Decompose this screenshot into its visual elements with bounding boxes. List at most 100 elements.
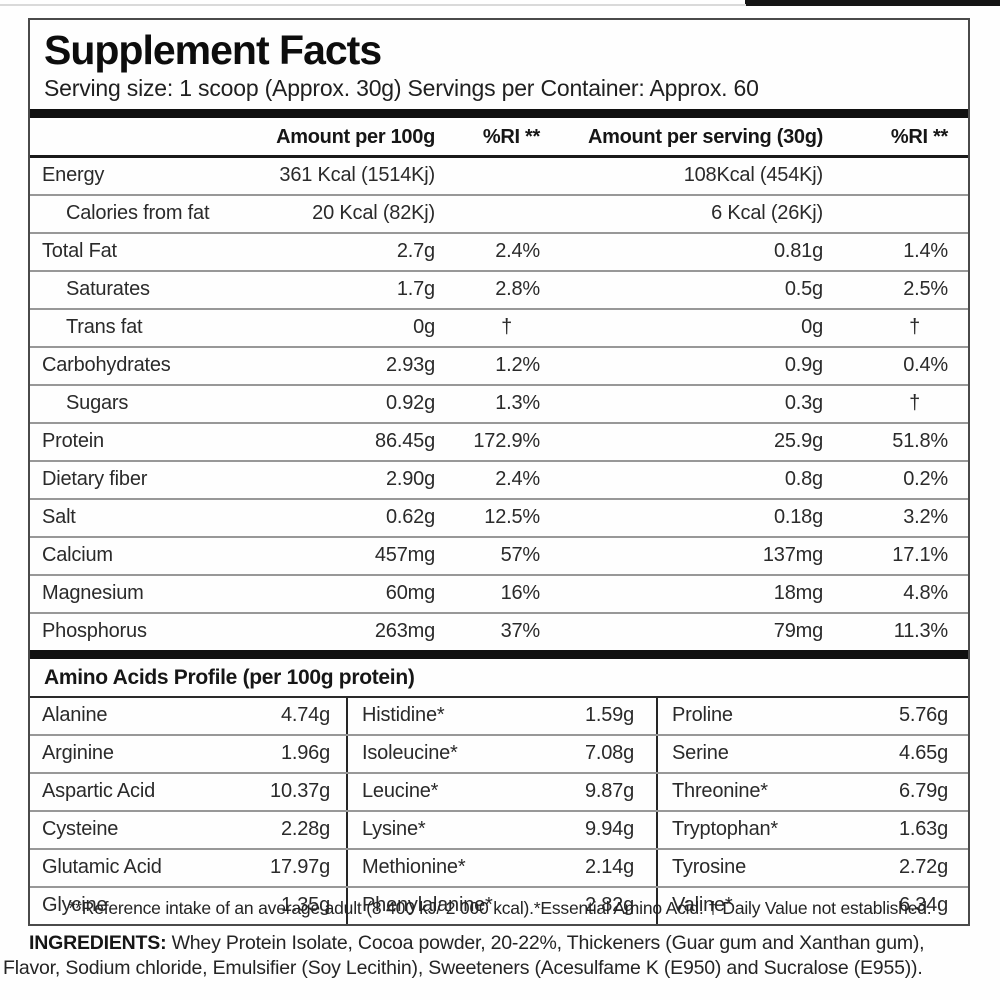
- amino-value: 2.14g: [534, 850, 658, 887]
- amino-value: 4.74g: [215, 698, 348, 735]
- column-header-ri-100g: %RI **: [482, 126, 540, 149]
- amino-name: Methionine*: [362, 856, 466, 879]
- ingredients-text: Whey Protein Isolate, Cocoa powder, 20-2…: [3, 932, 925, 980]
- amino-name: Histidine*: [362, 704, 445, 727]
- nutrient-amount-serving: 6 Kcal (26Kj): [711, 202, 823, 225]
- nutrient-amount-serving: 0g: [801, 316, 823, 339]
- nutrient-row: Calories from fat 20 Kcal (82Kj) 6 Kcal …: [30, 194, 968, 232]
- page-title: Supplement Facts: [44, 27, 382, 73]
- nutrient-amount-serving: 108Kcal (454Kj): [683, 164, 824, 187]
- nutrient-amount-100g: 0.62g: [385, 506, 435, 529]
- nutrient-name: Saturates: [66, 278, 150, 301]
- amino-row: Glutamic Acid 17.97g Methionine* 2.14g T…: [30, 848, 968, 887]
- nutrient-row: Sugars 0.92g 1.3% 0.3g †: [30, 384, 968, 422]
- amino-name: Serine: [672, 742, 729, 765]
- nutrient-amount-100g: 1.7g: [396, 278, 435, 301]
- amino-value: 2.82g: [534, 888, 658, 925]
- amino-value: 1.59g: [534, 698, 658, 735]
- amino-acids-table: Alanine 4.74g Histidine* 1.59g Proline 5…: [30, 696, 968, 925]
- top-crop-bar: [745, 0, 1000, 6]
- nutrient-amount-serving: 25.9g: [773, 430, 823, 453]
- nutrient-ri-100g: 57%: [500, 544, 541, 567]
- nutrient-ri-100g: 12.5%: [484, 506, 540, 529]
- nutrient-ri-100g: 2.4%: [495, 240, 540, 263]
- amino-name: Lysine*: [362, 818, 426, 841]
- nutrient-row: Dietary fiber 2.90g 2.4% 0.8g 0.2%: [30, 460, 968, 498]
- column-header-amount-serving: Amount per serving (30g): [587, 126, 823, 149]
- amino-value: 4.65g: [898, 742, 948, 765]
- amino-name: Phenylalanine*: [362, 894, 493, 917]
- nutrient-ri-serving: 3.2%: [903, 506, 948, 529]
- nutrient-name: Magnesium: [42, 582, 144, 605]
- nutrient-table: Energy 361 Kcal (1514Kj) 108Kcal (454Kj)…: [30, 158, 968, 650]
- nutrient-amount-serving: 137mg: [762, 544, 823, 567]
- nutrient-amount-100g: 86.45g: [375, 430, 435, 453]
- nutrient-amount-100g: 361 Kcal (1514Kj): [279, 164, 435, 187]
- amino-name: Glutamic Acid: [42, 856, 162, 879]
- nutrient-ri-100g: 1.3%: [495, 392, 540, 415]
- nutrient-ri-100g: [435, 158, 540, 194]
- nutrient-name: Salt: [42, 506, 76, 529]
- label-frame: Supplement Facts Serving size: 1 scoop (…: [28, 18, 970, 927]
- nutrient-ri-serving: [823, 196, 948, 232]
- ingredients-paragraph: INGREDIENTS: Whey Protein Isolate, Cocoa…: [3, 931, 975, 982]
- nutrient-amount-serving: 0.18g: [773, 506, 823, 529]
- amino-value: 6.79g: [898, 780, 948, 803]
- nutrient-amount-serving: 79mg: [773, 620, 823, 643]
- amino-value: 2.28g: [215, 812, 348, 849]
- amino-name: Valine*: [672, 894, 733, 917]
- nutrient-ri-serving: †: [909, 392, 920, 415]
- amino-name: Glycine: [42, 894, 108, 917]
- nutrient-ri-100g: 2.8%: [495, 278, 540, 301]
- nutrient-ri-serving: 1.4%: [903, 240, 948, 263]
- nutrient-row: Phosphorus 263mg 37% 79mg 11.3%: [30, 612, 968, 650]
- amino-name: Arginine: [42, 742, 114, 765]
- nutrient-row: Carbohydrates 2.93g 1.2% 0.9g 0.4%: [30, 346, 968, 384]
- nutrient-amount-serving: 0.5g: [784, 278, 823, 301]
- ingredients-label: INGREDIENTS:: [29, 932, 167, 954]
- amino-name: Threonine*: [672, 780, 768, 803]
- nutrient-amount-100g: 2.90g: [385, 468, 435, 491]
- nutrient-ri-serving: 2.5%: [903, 278, 948, 301]
- nutrient-name: Carbohydrates: [42, 354, 171, 377]
- amino-name: Isoleucine*: [362, 742, 458, 765]
- nutrient-row: Calcium 457mg 57% 137mg 17.1%: [30, 536, 968, 574]
- nutrient-name: Phosphorus: [42, 620, 147, 643]
- column-header-ri-serving: %RI **: [890, 126, 948, 149]
- amino-value: 6.34g: [898, 894, 948, 917]
- nutrient-name: Energy: [42, 164, 105, 187]
- amino-value: 2.72g: [898, 856, 948, 879]
- nutrient-ri-serving: [823, 158, 948, 194]
- amino-value: 1.35g: [215, 888, 348, 925]
- nutrient-ri-100g: 16%: [500, 582, 541, 605]
- nutrient-row: Salt 0.62g 12.5% 0.18g 3.2%: [30, 498, 968, 536]
- nutrient-table-header: Amount per 100g %RI ** Amount per servin…: [30, 118, 968, 159]
- amino-row: Glycine 1.35g Phenylalanine* 2.82g Valin…: [30, 886, 968, 925]
- amino-name: Alanine: [42, 704, 108, 727]
- nutrient-amount-100g: 2.7g: [396, 240, 435, 263]
- nutrient-amount-serving: 0.81g: [773, 240, 823, 263]
- nutrient-amount-100g: 0g: [413, 316, 435, 339]
- amino-row: Aspartic Acid 10.37g Leucine* 9.87g Thre…: [30, 772, 968, 811]
- nutrient-name: Dietary fiber: [42, 468, 148, 491]
- nutrient-row: Trans fat 0g † 0g †: [30, 308, 968, 346]
- amino-value: 9.87g: [534, 774, 658, 811]
- nutrient-name: Trans fat: [66, 316, 143, 339]
- amino-value: 17.97g: [215, 850, 348, 887]
- nutrient-amount-100g: 263mg: [374, 620, 435, 643]
- nutrient-amount-serving: 0.8g: [784, 468, 823, 491]
- nutrient-amount-serving: 18mg: [773, 582, 823, 605]
- nutrient-row: Protein 86.45g 172.9% 25.9g 51.8%: [30, 422, 968, 460]
- nutrient-ri-serving: 51.8%: [892, 430, 948, 453]
- column-header-amount-100g: Amount per 100g: [276, 126, 435, 149]
- nutrient-ri-100g: 1.2%: [495, 354, 540, 377]
- nutrient-row: Magnesium 60mg 16% 18mg 4.8%: [30, 574, 968, 612]
- amino-name: Cysteine: [42, 818, 119, 841]
- amino-name: Aspartic Acid: [42, 780, 156, 803]
- nutrient-ri-100g: 2.4%: [495, 468, 540, 491]
- column-header-blank: [30, 126, 265, 149]
- top-faint-line: [0, 4, 746, 6]
- nutrient-name: Total Fat: [42, 240, 117, 263]
- nutrient-ri-serving: †: [909, 316, 920, 339]
